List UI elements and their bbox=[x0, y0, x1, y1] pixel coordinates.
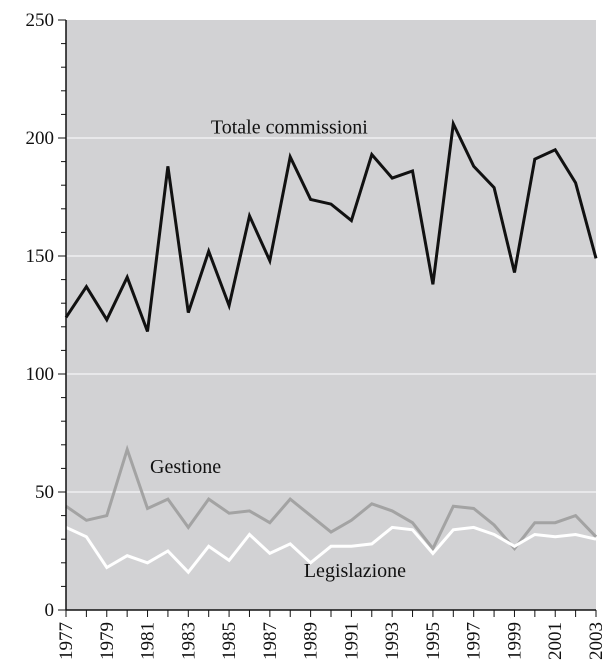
gridlines bbox=[66, 137, 596, 493]
x-tick-label: 1997 bbox=[464, 622, 485, 660]
x-tick-label: 1979 bbox=[97, 622, 118, 660]
x-tick-label: 2003 bbox=[586, 622, 607, 660]
x-tick-label: 1991 bbox=[341, 622, 362, 660]
y-tick-label: 0 bbox=[45, 600, 55, 621]
x-tick-label: 1995 bbox=[423, 622, 444, 660]
y-tick-label: 200 bbox=[26, 128, 55, 149]
x-tick-label: 1993 bbox=[382, 622, 403, 660]
series-line-totale-commissioni bbox=[64, 118, 598, 333]
series-label-legislazione: Legislazione bbox=[304, 560, 406, 582]
series-label-totale-commissioni: Totale commissioni bbox=[211, 116, 368, 138]
y-tick-label: 100 bbox=[26, 364, 55, 385]
plot-area bbox=[66, 20, 596, 610]
x-tick-label: 1987 bbox=[260, 622, 281, 660]
x-tick-label: 1977 bbox=[56, 622, 77, 660]
x-tick-label: 1983 bbox=[178, 622, 199, 660]
x-tick-label: 2001 bbox=[545, 622, 566, 660]
x-tick-label: 1989 bbox=[301, 622, 322, 660]
y-tick-label: 250 bbox=[26, 10, 55, 31]
series-label-gestione: Gestione bbox=[150, 456, 221, 478]
x-tick-label: 1981 bbox=[138, 622, 159, 660]
axes: 0 50 100 150 200 250 1977 1979 1981 1983 1985 1987 1… bbox=[26, 10, 608, 660]
series-labels: Totale commissioni Gestione Legislazione bbox=[150, 116, 406, 582]
y-tick-label: 50 bbox=[35, 482, 54, 503]
x-tick-label: 1985 bbox=[219, 622, 240, 660]
series-line-legislazione bbox=[65, 525, 597, 575]
y-tick-label: 150 bbox=[26, 246, 55, 267]
x-tick-label: 1999 bbox=[504, 622, 525, 660]
series-lines bbox=[64, 118, 598, 575]
